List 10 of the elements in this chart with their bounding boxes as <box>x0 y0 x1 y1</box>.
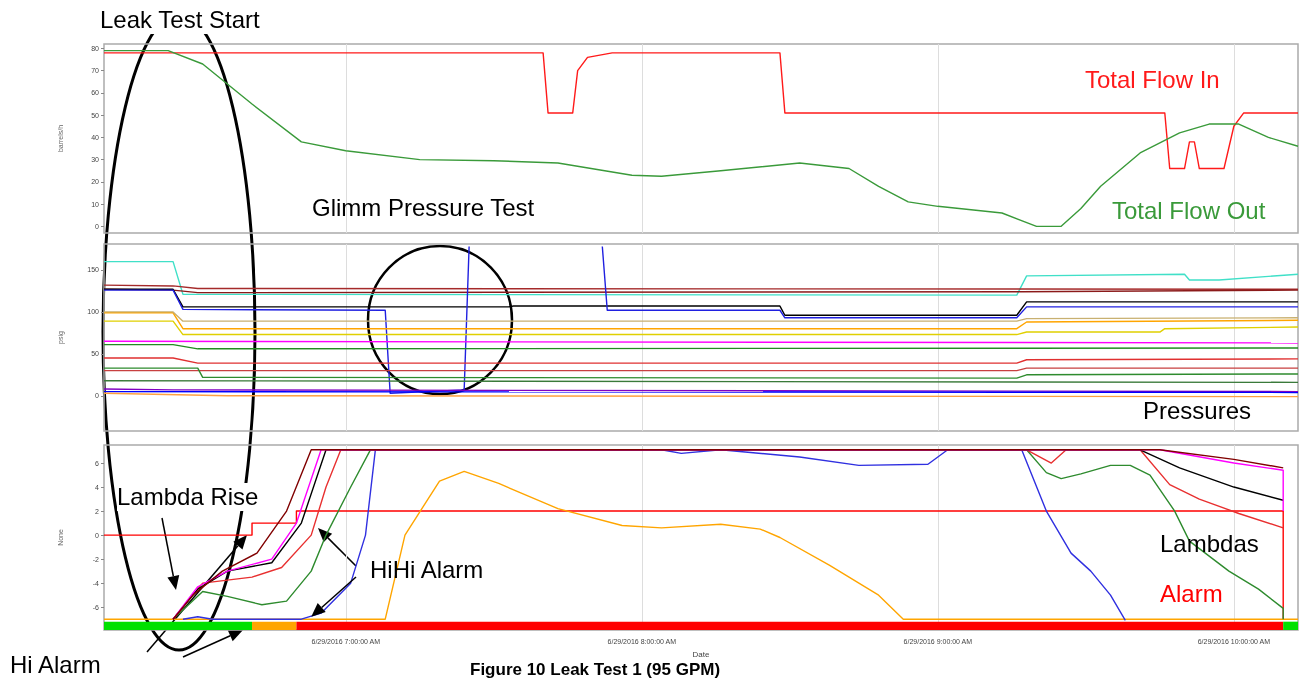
x-axis-title: Date <box>692 649 710 659</box>
series-label: Total Flow Out <box>1112 197 1266 225</box>
annotation: Pressures <box>1143 397 1252 425</box>
text: Leak Test Start <box>100 6 260 34</box>
annotation: Lambda Rise <box>117 483 259 511</box>
series-label: Total Flow In <box>1085 66 1220 94</box>
caption: Figure 10 Leak Test 1 (95 GPM) <box>470 660 721 680</box>
annotation: Glimm Pressure Test <box>312 194 535 222</box>
text: Alarm <box>1160 580 1223 608</box>
text: Hi Alarm <box>10 651 101 679</box>
